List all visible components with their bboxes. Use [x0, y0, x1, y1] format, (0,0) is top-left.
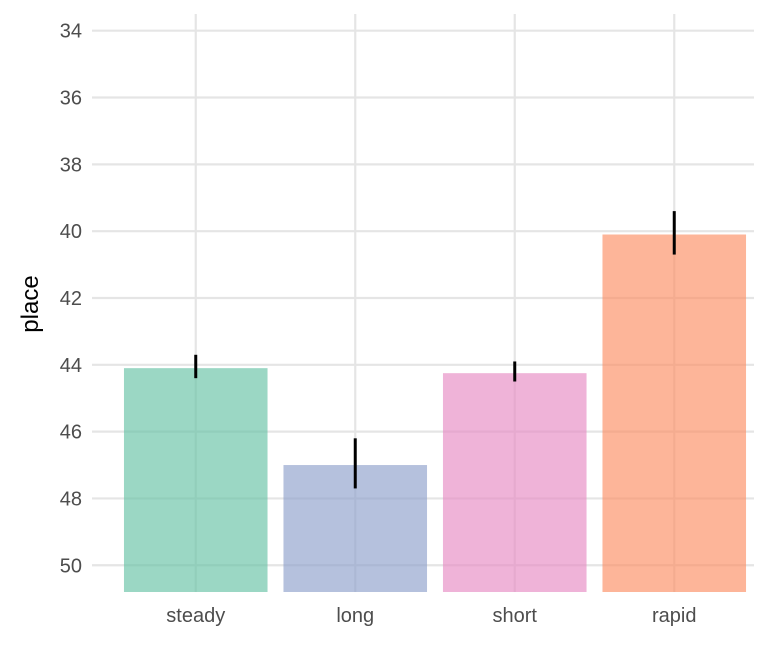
y-tick-label: 44	[60, 355, 82, 377]
y-tick-labels: 34 36 38 40 42 44 46 48 50	[60, 21, 82, 578]
bars	[123, 234, 747, 592]
y-tick-label: 40	[60, 221, 82, 243]
x-tick-labels: steady long short rapid	[166, 605, 696, 627]
bar-steady	[123, 368, 268, 592]
x-tick-label-steady: steady	[166, 605, 225, 627]
bar-short	[442, 373, 587, 592]
y-tick-label: 36	[60, 88, 82, 110]
x-tick-label-rapid: rapid	[652, 605, 696, 627]
y-tick-label: 50	[60, 555, 82, 577]
y-tick-label: 42	[60, 288, 82, 310]
x-tick-label-short: short	[493, 605, 538, 627]
y-tick-label: 46	[60, 422, 82, 444]
y-tick-label: 34	[60, 21, 82, 43]
x-tick-label-long: long	[336, 605, 374, 627]
y-axis-title: place	[17, 275, 44, 332]
y-tick-label: 48	[60, 488, 82, 510]
error-bars	[194, 211, 676, 489]
bar-rapid	[602, 234, 747, 592]
y-tick-label: 38	[60, 154, 82, 176]
